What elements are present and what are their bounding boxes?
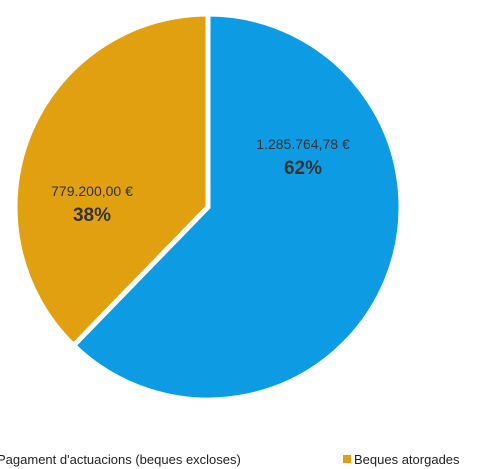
data-label-amount-beques: 779.200,00 € <box>51 183 133 199</box>
legend-label-beques: Beques atorgades <box>354 452 460 467</box>
legend-swatch-beques <box>343 455 351 463</box>
data-label-percent-actuacions: 62% <box>284 158 322 179</box>
data-label-amount-actuacions: 1.285.764,78 € <box>256 136 350 152</box>
pie-slice-actuacions[interactable] <box>70 11 404 403</box>
legend: Pagament d'actuacions (beques excloses) … <box>0 452 460 467</box>
pie-slice-beques[interactable] <box>12 11 211 350</box>
legend-label-actuacions: Pagament d'actuacions (beques excloses) <box>0 452 241 467</box>
legend-item-actuacions[interactable]: Pagament d'actuacions (beques excloses) <box>0 452 241 467</box>
data-labels: 1.285.764,78 € 62% 779.200,00 € 38% <box>51 136 350 226</box>
data-label-percent-beques: 38% <box>73 205 111 226</box>
legend-item-beques[interactable]: Beques atorgades <box>343 452 460 467</box>
pie-slices <box>12 11 404 403</box>
